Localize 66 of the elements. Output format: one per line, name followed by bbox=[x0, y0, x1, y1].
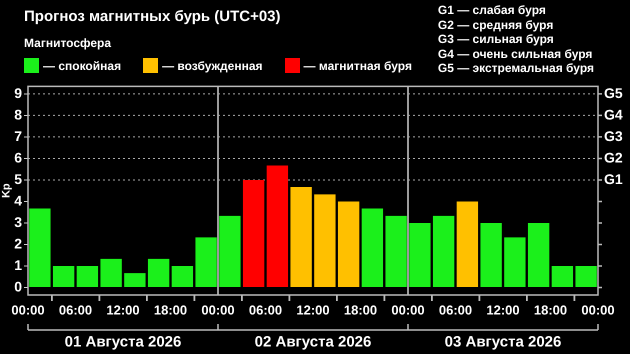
x-tick-label: 00:00 bbox=[11, 302, 45, 318]
ref-line-label: G1 bbox=[604, 170, 623, 187]
x-tick-label: 18:00 bbox=[344, 302, 378, 318]
x-tick-label: 12:00 bbox=[106, 302, 140, 318]
x-tick-label: 12:00 bbox=[296, 302, 330, 318]
bar bbox=[76, 266, 98, 287]
bar bbox=[148, 258, 170, 287]
y-tick-label: 6 bbox=[14, 149, 22, 166]
bar bbox=[362, 208, 384, 287]
text: G2 — средняя буря bbox=[438, 18, 554, 32]
text: G1 — слабая буря bbox=[438, 3, 547, 18]
x-tick-label: 00:00 bbox=[391, 302, 425, 318]
bar bbox=[29, 208, 51, 287]
ref-line-label: G5 bbox=[604, 84, 623, 101]
chart-title: Прогноз магнитных бурь (UTC+03) bbox=[24, 8, 281, 25]
ref-line-label: G2 bbox=[604, 149, 623, 166]
bar bbox=[528, 222, 550, 287]
y-tick-label: 2 bbox=[14, 235, 22, 252]
x-tick-label: 18:00 bbox=[534, 302, 568, 318]
bar bbox=[552, 266, 574, 287]
text: 01 Августа 2026 bbox=[64, 334, 182, 351]
x-tick-label: 12:00 bbox=[486, 302, 520, 318]
x-tick-label: 00:00 bbox=[581, 302, 615, 318]
text: 03 Августа 2026 bbox=[444, 334, 562, 351]
bar bbox=[456, 201, 478, 287]
y-tick-label: 7 bbox=[14, 128, 22, 144]
bar bbox=[480, 222, 502, 287]
bar bbox=[195, 237, 217, 287]
ref-line-label: G4 bbox=[604, 106, 623, 122]
bar bbox=[504, 237, 526, 287]
y-tick-label: 9 bbox=[14, 84, 22, 101]
y-tick-label: 1 bbox=[14, 256, 22, 273]
y-axis-title: Kp bbox=[0, 183, 13, 198]
text: G5 — экстремальная буря bbox=[438, 61, 594, 76]
legend-label: — магнитная буря bbox=[304, 58, 412, 72]
x-tick-label: 18:00 bbox=[154, 302, 188, 318]
bar bbox=[409, 222, 431, 287]
bar bbox=[575, 266, 597, 287]
bar bbox=[385, 216, 407, 287]
bar bbox=[432, 216, 454, 287]
bar bbox=[124, 273, 146, 287]
y-tick-label: 3 bbox=[14, 214, 22, 230]
text: G4 — очень сильная буря bbox=[438, 46, 594, 61]
x-tick-label: 06:00 bbox=[58, 302, 92, 318]
bar bbox=[314, 194, 336, 287]
legend-label: — спокойная bbox=[43, 58, 122, 72]
bar bbox=[266, 166, 288, 287]
text: G3 — сильная буря bbox=[438, 32, 555, 46]
legend-label: — возбужденная bbox=[162, 58, 263, 72]
bar bbox=[100, 258, 122, 287]
text: 02 Августа 2026 bbox=[254, 334, 372, 351]
y-tick-label: 8 bbox=[14, 106, 22, 122]
x-tick-label: 06:00 bbox=[248, 302, 282, 318]
bar bbox=[338, 201, 360, 287]
bar bbox=[219, 216, 241, 287]
legend-title: Магнитосфера bbox=[24, 36, 112, 50]
bar bbox=[242, 180, 264, 287]
bar bbox=[52, 266, 74, 287]
y-tick-label: 4 bbox=[14, 192, 22, 208]
bar bbox=[172, 266, 194, 287]
ref-line-label: G3 bbox=[604, 128, 623, 144]
x-tick-label: 00:00 bbox=[201, 302, 235, 318]
x-tick-label: 06:00 bbox=[438, 302, 472, 318]
y-tick-label: 5 bbox=[14, 170, 22, 187]
y-tick-label: 0 bbox=[14, 278, 22, 294]
bar bbox=[290, 187, 312, 287]
